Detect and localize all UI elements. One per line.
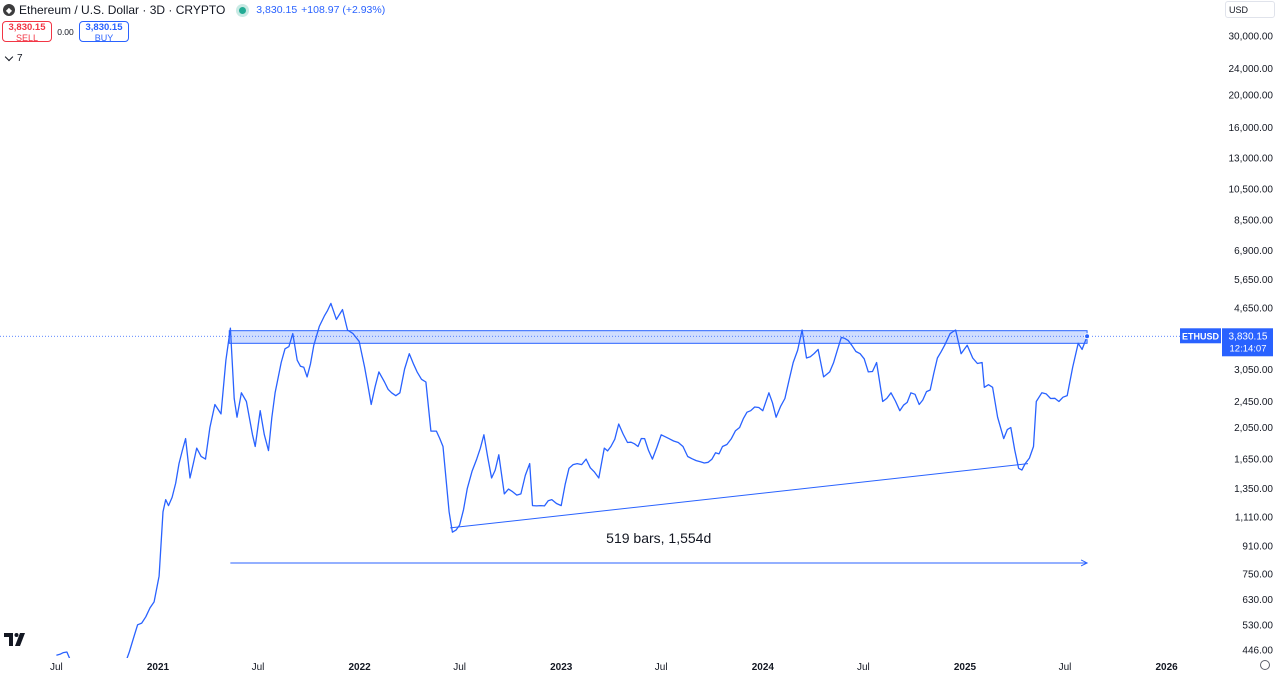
x-tick-label: 2022 xyxy=(348,662,371,673)
y-tick-label: 530.00 xyxy=(1242,620,1273,631)
y-tick-label: 446.00 xyxy=(1242,646,1273,657)
y-tick-label: 30,000.00 xyxy=(1229,32,1274,43)
buy-label: BUY xyxy=(94,33,114,43)
support-trendline xyxy=(450,463,1029,529)
price-tag-value-bg xyxy=(1222,328,1273,357)
y-tick-label: 16,000.00 xyxy=(1229,123,1274,134)
y-tick-label: 1,350.00 xyxy=(1234,484,1273,495)
y-tick-label: 8,500.00 xyxy=(1234,215,1273,226)
y-tick-label: 4,650.00 xyxy=(1234,303,1273,314)
x-tick-label: Jul xyxy=(655,662,668,673)
price-tag-countdown: 12:14:07 xyxy=(1230,343,1267,354)
date-range-arrowhead xyxy=(1080,559,1089,567)
y-tick-label: 10,500.00 xyxy=(1229,185,1274,196)
x-tick-label: Jul xyxy=(857,662,870,673)
y-tick-label: 5,650.00 xyxy=(1234,275,1273,286)
y-tick-label: 24,000.00 xyxy=(1229,64,1274,75)
price-change: 3,830.15 +108.97 (+2.93%) xyxy=(256,4,385,16)
indicators-toggle[interactable]: 7 xyxy=(2,51,23,65)
price-tag-symbol: ETHUSD xyxy=(1182,331,1220,341)
buy-button[interactable]: 3,830.15 BUY xyxy=(79,21,129,43)
price-tag-symbol-bg xyxy=(1180,328,1221,344)
y-tick-label: 3,050.00 xyxy=(1234,365,1273,376)
y-tick-label: 2,050.00 xyxy=(1234,423,1273,434)
y-tick-label: 6,900.00 xyxy=(1234,246,1273,257)
x-tick-label: 2024 xyxy=(752,662,775,673)
chart-header: ◆ Ethereum / U.S. Dollar · 3D · CRYPTO 3… xyxy=(0,0,385,20)
y-tick-label: 750.00 xyxy=(1242,570,1273,581)
x-tick-label: 2021 xyxy=(147,662,170,673)
x-tick-label: 2023 xyxy=(550,662,573,673)
y-tick-label: 1,650.00 xyxy=(1234,455,1273,466)
y-tick-label: 630.00 xyxy=(1242,595,1273,606)
sell-label: SELL xyxy=(15,33,39,43)
ethereum-icon: ◆ xyxy=(3,4,15,16)
x-tick-label: 2025 xyxy=(954,662,977,673)
change-value: +108.97 (+2.93%) xyxy=(301,4,386,16)
y-tick-label: 1,110.00 xyxy=(1235,512,1274,523)
x-tick-label: Jul xyxy=(252,662,265,673)
buy-price: 3,830.15 xyxy=(85,22,123,33)
last-price-marker xyxy=(1084,333,1091,340)
last-price: 3,830.15 xyxy=(256,4,298,16)
live-status-dot xyxy=(239,6,247,14)
y-tick-label: 20,000.00 xyxy=(1229,91,1274,102)
price-series-line xyxy=(56,302,1088,658)
price-tag-price: 3,830.15 xyxy=(1229,331,1268,342)
y-tick-label: 2,450.00 xyxy=(1234,397,1273,408)
x-tick-label: Jul xyxy=(1059,662,1072,673)
x-tick-label: 2026 xyxy=(1155,662,1178,673)
indicators-count: 7 xyxy=(17,52,23,64)
currency-selector[interactable]: USD xyxy=(1225,1,1275,18)
x-tick-label: Jul xyxy=(453,662,466,673)
y-tick-label: 910.00 xyxy=(1242,541,1273,552)
trade-panel: 3,830.15 SELL 0.00 3,830.15 BUY xyxy=(2,21,129,43)
x-tick-label: Jul xyxy=(50,662,63,673)
sell-price: 3,830.15 xyxy=(8,22,46,33)
plot-area: 519 bars, 1,554d xyxy=(0,302,1180,658)
spread-value: 0.00 xyxy=(57,26,74,37)
symbol-title[interactable]: Ethereum / U.S. Dollar · 3D · CRYPTO xyxy=(19,3,226,17)
y-tick-label: 13,000.00 xyxy=(1229,154,1274,165)
sell-button[interactable]: 3,830.15 SELL xyxy=(2,21,52,43)
date-range-label: 519 bars, 1,554d xyxy=(606,530,711,546)
tradingview-logo xyxy=(4,633,25,646)
settings-gear-icon[interactable] xyxy=(1260,660,1270,670)
